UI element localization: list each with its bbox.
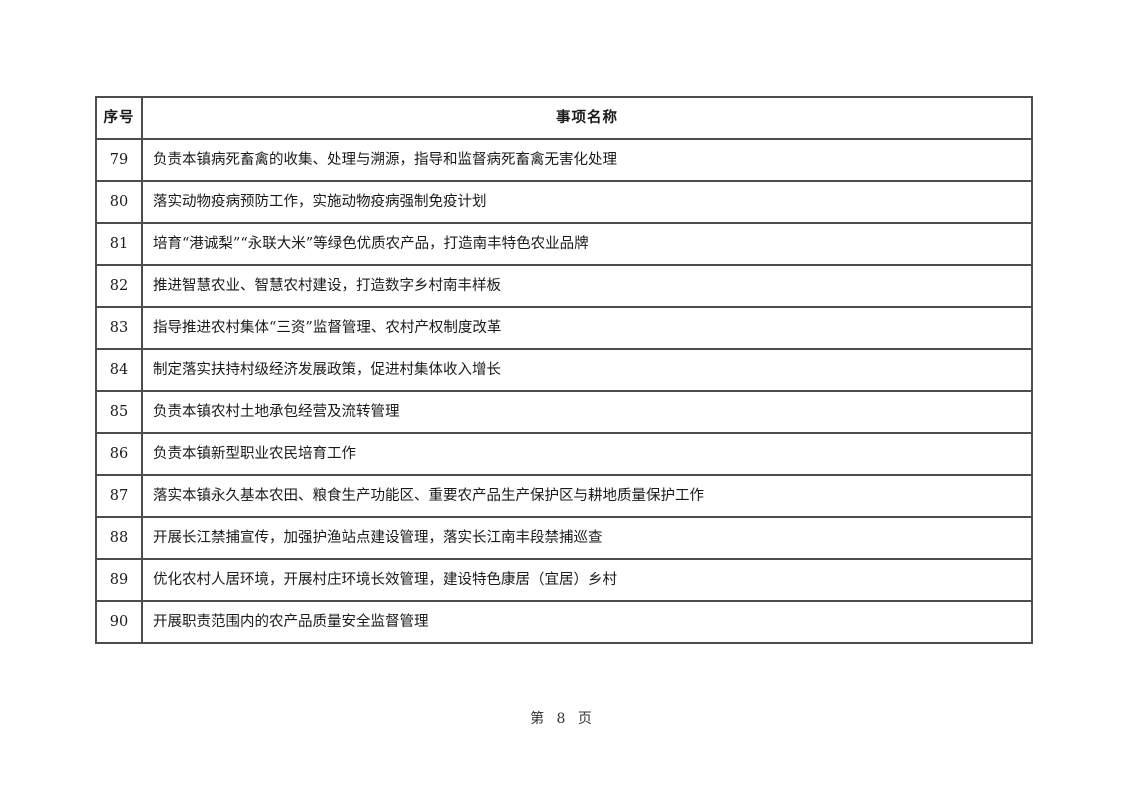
table-row: 85 负责本镇农村土地承包经营及流转管理 — [95, 390, 1033, 434]
row-number-cell: 86 — [95, 432, 143, 476]
item-name-cell: 指导推进农村集体“三资”监督管理、农村产权制度改革 — [141, 306, 1033, 350]
item-name-cell: 推进智慧农业、智慧农村建设，打造数字乡村南丰样板 — [141, 264, 1033, 308]
row-number-cell: 84 — [95, 348, 143, 392]
table-row: 84 制定落实扶持村级经济发展政策，促进村集体收入增长 — [95, 348, 1033, 392]
items-table: 序号 事项名称 79 负责本镇病死畜禽的收集、处理与溯源，指导和监督病死畜禽无害… — [95, 96, 1033, 644]
row-number-cell: 87 — [95, 474, 143, 518]
row-number-cell: 88 — [95, 516, 143, 560]
footer-suffix: 页 — [577, 711, 592, 727]
item-name-cell: 落实本镇永久基本农田、粮食生产功能区、重要农产品生产保护区与耕地质量保护工作 — [141, 474, 1033, 518]
item-name-cell: 制定落实扶持村级经济发展政策，促进村集体收入增长 — [141, 348, 1033, 392]
row-number-cell: 85 — [95, 390, 143, 434]
table-row: 81 培育“港诚梨”“永联大米”等绿色优质农产品，打造南丰特色农业品牌 — [95, 222, 1033, 266]
row-number-cell: 79 — [95, 138, 143, 182]
table-row: 82 推进智慧农业、智慧农村建设，打造数字乡村南丰样板 — [95, 264, 1033, 308]
table-header-row: 序号 事项名称 — [95, 96, 1033, 140]
item-name-cell: 负责本镇新型职业农民培育工作 — [141, 432, 1033, 476]
page-footer: 第 8 页 — [0, 708, 1122, 728]
table-row: 89 优化农村人居环境，开展村庄环境长效管理，建设特色康居（宜居）乡村 — [95, 558, 1033, 602]
row-number-cell: 80 — [95, 180, 143, 224]
table-row: 87 落实本镇永久基本农田、粮食生产功能区、重要农产品生产保护区与耕地质量保护工… — [95, 474, 1033, 518]
row-number-cell: 81 — [95, 222, 143, 266]
item-name-cell: 开展长江禁捕宣传，加强护渔站点建设管理，落实长江南丰段禁捕巡查 — [141, 516, 1033, 560]
col-header-index: 序号 — [95, 96, 143, 140]
item-name-cell: 负责本镇病死畜禽的收集、处理与溯源，指导和监督病死畜禽无害化处理 — [141, 138, 1033, 182]
table-row: 86 负责本镇新型职业农民培育工作 — [95, 432, 1033, 476]
row-number-cell: 83 — [95, 306, 143, 350]
item-name-cell: 落实动物疫病预防工作，实施动物疫病强制免疫计划 — [141, 180, 1033, 224]
footer-prefix: 第 — [530, 711, 545, 727]
item-name-cell: 培育“港诚梨”“永联大米”等绿色优质农产品，打造南丰特色农业品牌 — [141, 222, 1033, 266]
table-row: 83 指导推进农村集体“三资”监督管理、农村产权制度改革 — [95, 306, 1033, 350]
item-name-cell: 负责本镇农村土地承包经营及流转管理 — [141, 390, 1033, 434]
item-name-cell: 优化农村人居环境，开展村庄环境长效管理，建设特色康居（宜居）乡村 — [141, 558, 1033, 602]
table-row: 80 落实动物疫病预防工作，实施动物疫病强制免疫计划 — [95, 180, 1033, 224]
table-row: 79 负责本镇病死畜禽的收集、处理与溯源，指导和监督病死畜禽无害化处理 — [95, 138, 1033, 182]
col-header-name: 事项名称 — [141, 96, 1033, 140]
row-number-cell: 82 — [95, 264, 143, 308]
table-row: 90 开展职责范围内的农产品质量安全监督管理 — [95, 600, 1033, 644]
row-number-cell: 89 — [95, 558, 143, 602]
table-row: 88 开展长江禁捕宣传，加强护渔站点建设管理，落实长江南丰段禁捕巡查 — [95, 516, 1033, 560]
page-number: 8 — [556, 711, 566, 727]
row-number-cell: 90 — [95, 600, 143, 644]
item-name-cell: 开展职责范围内的农产品质量安全监督管理 — [141, 600, 1033, 644]
